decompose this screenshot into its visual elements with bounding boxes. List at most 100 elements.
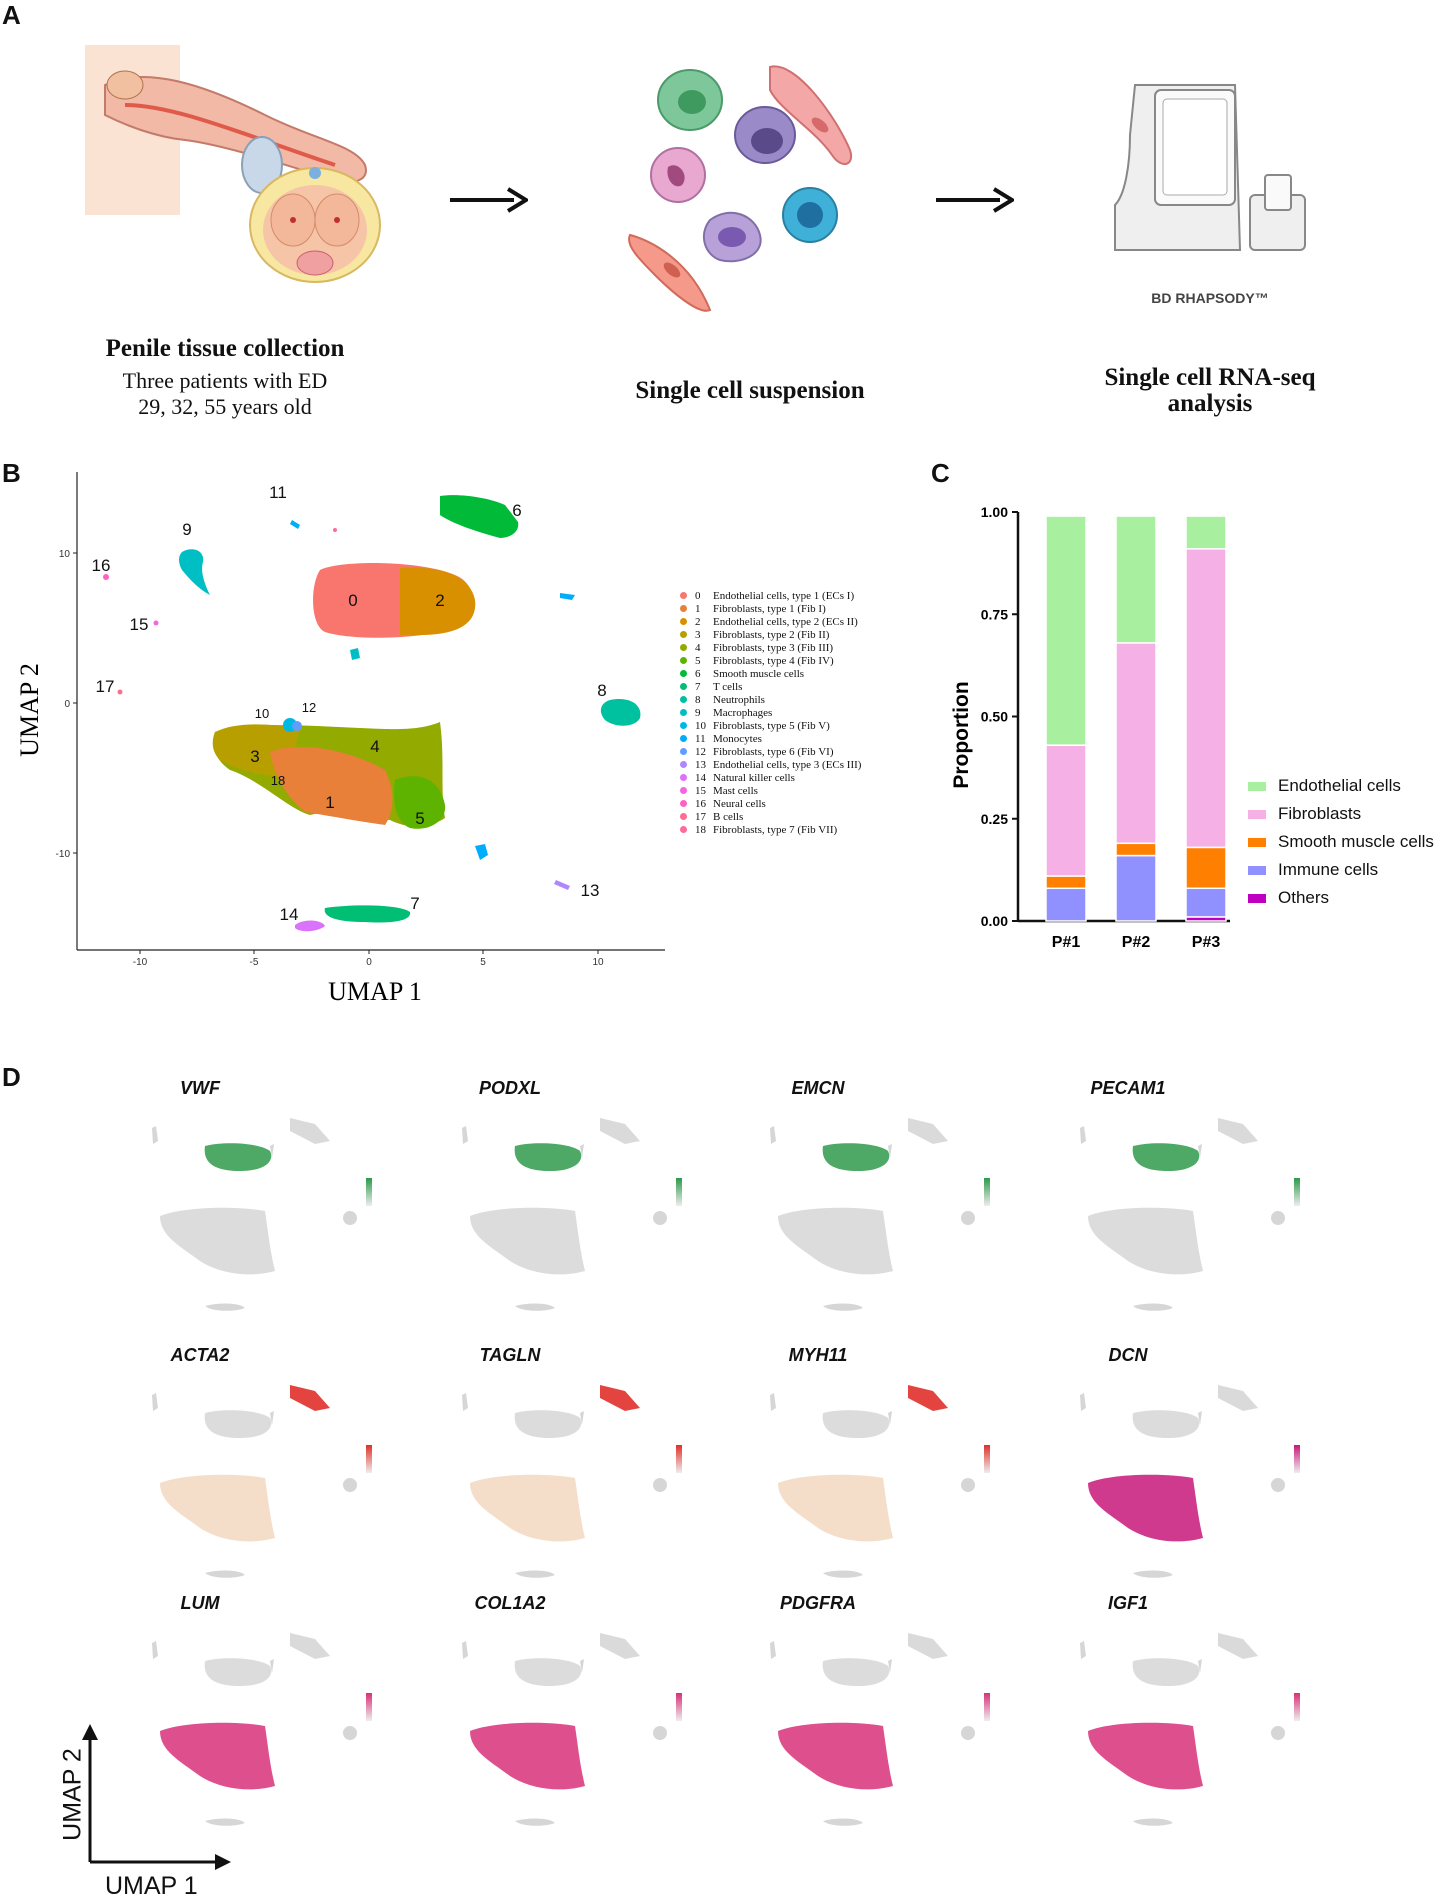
feature-plot-gene-title: PODXL: [478, 1078, 541, 1098]
chart-y-tick-label: 0.00: [981, 913, 1008, 929]
bar-segment-smooth-muscle-cells-P3: [1185, 846, 1227, 890]
feature-cluster-fibroblast: [470, 1474, 585, 1542]
bar-segment-smooth-muscle-cells-P1: [1045, 875, 1087, 890]
feature-cluster-endothelial: [822, 1410, 890, 1438]
umap-cluster-number: 6: [512, 501, 521, 520]
legend-swatch: [680, 670, 687, 677]
legend-cluster-label: Natural killer cells: [713, 771, 795, 784]
legend-item: 0 Endothelial cells, type 1 (ECs I): [680, 589, 861, 602]
feature-umap-plot: [770, 1118, 990, 1311]
feature-cluster-smooth-muscle: [1218, 1633, 1258, 1659]
bar-segment-endothelial-cells-P2: [1115, 515, 1157, 644]
cell-proportion-bar-chart: Proportion 0.00 0.25 0.50 0.75 1.00 P#1 P#2 P#…: [950, 504, 1230, 951]
legend-cluster-label: Fibroblasts, type 7 (Fib VII): [713, 823, 838, 836]
legend-cluster-id: 14: [695, 771, 706, 784]
legend-cluster-label: Fibroblasts, type 1 (Fib I): [713, 602, 826, 615]
scrnaseq-analysis-title-2: analysis: [1167, 390, 1253, 417]
arrow-up-icon: [82, 1724, 98, 1740]
legend-cluster-id: 12: [695, 745, 706, 758]
chart-legend-swatch: [1248, 781, 1266, 791]
feature-plot-gene-title: TAGLN: [479, 1345, 541, 1365]
bar-segment-immune-cells-P3: [1185, 887, 1227, 918]
legend-swatch: [680, 618, 687, 625]
legend-cluster-label: Neural cells: [713, 797, 766, 810]
legend-cluster-id: 15: [695, 784, 706, 797]
umap-cluster-11: [290, 520, 300, 529]
chart-x-tick-label: P#3: [1192, 934, 1221, 951]
feature-color-scale: [676, 1178, 682, 1206]
umap-cluster-12: [292, 721, 302, 731]
chart-legend-label: Endothelial cells: [1278, 776, 1401, 795]
umap-axis-arrows: [82, 1724, 231, 1870]
legend-cluster-id: 4: [695, 641, 701, 654]
tissue-collection-sub1: Three patients with ED: [122, 368, 328, 393]
legend-swatch: [680, 644, 687, 651]
chart-legend-label: Fibroblasts: [1278, 804, 1362, 823]
chart-legend-swatch: [1248, 893, 1266, 903]
legend-swatch: [680, 722, 687, 729]
scrnaseq-analysis-title-1: Single cell RNA-seq: [1104, 364, 1316, 391]
feature-umap-plot: [770, 1385, 990, 1578]
umap-cluster-15: [153, 620, 159, 626]
feature-color-scale: [984, 1178, 990, 1206]
arrow-right-icon: [215, 1854, 231, 1870]
bd-rhapsody-device-illustration: [1114, 84, 1306, 251]
panel-label-b: B: [2, 458, 21, 488]
tissue-collection-sub2: 29, 32, 55 years old: [138, 394, 312, 419]
legend-cluster-label: Fibroblasts, type 2 (Fib II): [713, 628, 830, 641]
umap-cluster-number: 16: [92, 556, 111, 575]
feature-cluster-smooth-muscle: [908, 1385, 948, 1411]
legend-cluster-id: 0: [695, 589, 701, 602]
legend-cluster-label: Fibroblasts, type 5 (Fib V): [713, 719, 830, 732]
legend-item: 12 Fibroblasts, type 6 (Fib VI): [680, 745, 861, 758]
panel-label-d: D: [2, 1062, 21, 1092]
legend-cluster-id: 5: [695, 654, 701, 667]
feature-plot-gene-title: PDGFRA: [780, 1593, 856, 1613]
umap-x-tick: -5: [250, 957, 259, 968]
umap-cluster-number: 12: [302, 700, 316, 715]
legend-swatch: [680, 735, 687, 742]
chart-y-tick-label: 1.00: [981, 504, 1008, 520]
feature-cluster-smooth-muscle: [290, 1118, 330, 1144]
bd-rhapsody-label: BD RHAPSODY™: [1151, 290, 1269, 306]
legend-item: 2 Endothelial cells, type 2 (ECs II): [680, 615, 861, 628]
chart-legend-swatch: [1248, 809, 1266, 819]
legend-cluster-id: 11: [695, 732, 706, 745]
chart-x-tick-label: P#1: [1052, 934, 1081, 951]
umap-cluster-legend: 0 Endothelial cells, type 1 (ECs I) 1 Fibro…: [680, 589, 861, 836]
umap-cluster-17: [117, 689, 123, 695]
bar-segment-fibroblasts-P2: [1115, 642, 1157, 845]
chart-legend-item: Smooth muscle cells: [1248, 828, 1434, 856]
feature-cluster-fibroblast: [778, 1474, 893, 1542]
bar-segment-immune-cells-P1: [1045, 887, 1087, 922]
chart-legend: Endothelial cells Fibroblasts Smooth muscl…: [1248, 772, 1434, 912]
panel-d-x-axis-label: UMAP 1: [105, 1872, 198, 1900]
feature-umap-plot: [1080, 1385, 1300, 1578]
legend-item: 9 Macrophages: [680, 706, 861, 719]
umap-cluster-9: [179, 549, 210, 595]
legend-cluster-id: 2: [695, 615, 701, 628]
legend-swatch: [680, 748, 687, 755]
feature-cluster-endothelial: [1132, 1410, 1200, 1438]
chart-y-tick-label: 0.50: [981, 709, 1008, 725]
feature-plot-gene-title: IGF1: [1107, 1593, 1148, 1613]
feature-umap-plot: [1080, 1633, 1300, 1826]
legend-cluster-label: Mast cells: [713, 784, 758, 797]
feature-plot-gene-title: PECAM1: [1090, 1078, 1166, 1098]
legend-cluster-id: 9: [695, 706, 701, 719]
feature-cluster-smooth-muscle: [600, 1633, 640, 1659]
legend-cluster-id: 1: [695, 602, 701, 615]
feature-color-scale: [984, 1445, 990, 1473]
umap-y-tick: 0: [64, 699, 70, 710]
feature-plot-gene-title: DCN: [1108, 1345, 1148, 1365]
chart-legend-label: Immune cells: [1278, 860, 1379, 879]
legend-item: 10 Fibroblasts, type 5 (Fib V): [680, 719, 861, 732]
bar-segment-immune-cells-P2: [1115, 854, 1157, 922]
feature-cluster-fibroblast: [1088, 1722, 1203, 1790]
feature-cluster-fibroblast: [160, 1722, 275, 1790]
feature-cluster-endothelial: [822, 1658, 890, 1686]
legend-swatch: [680, 592, 687, 599]
legend-swatch: [680, 800, 687, 807]
feature-cluster-smooth-muscle: [290, 1633, 330, 1659]
umap-x-label: UMAP 1: [328, 977, 422, 1006]
